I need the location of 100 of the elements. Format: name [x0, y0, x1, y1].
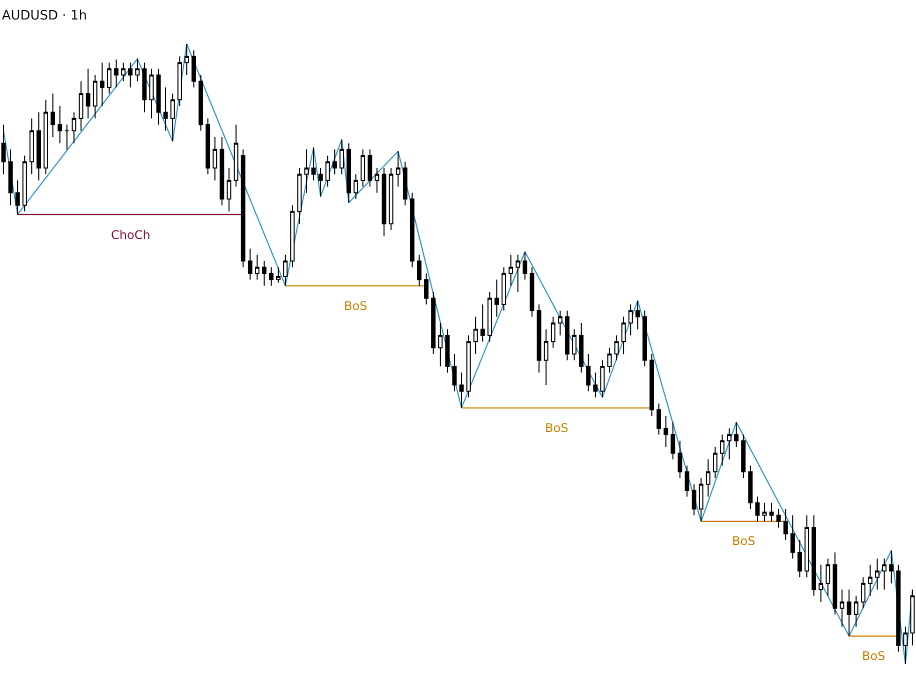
candlestick: [473, 316, 478, 354]
candlestick: [311, 147, 316, 181]
candlestick: [776, 508, 781, 528]
candlestick: [650, 354, 654, 416]
candlestick: [240, 148, 246, 268]
candlestick: [544, 328, 548, 386]
candlestick: [692, 484, 696, 516]
candlestick: [212, 136, 218, 181]
candlestick: [192, 50, 196, 88]
candlestick: [840, 589, 844, 628]
candlestick: [614, 334, 619, 361]
candlestick: [798, 540, 802, 578]
candlestick: [762, 502, 767, 522]
candlestick: [149, 68, 154, 119]
candlestick: [29, 118, 34, 175]
candlestick: [558, 310, 562, 336]
candlestick: [325, 155, 330, 188]
candlestick: [790, 514, 795, 560]
candlestick: [92, 74, 98, 119]
candlestick: [572, 328, 576, 361]
candlestick: [466, 334, 471, 398]
candlestick: [234, 124, 238, 188]
series-label: BoS: [545, 421, 568, 435]
candlestick: [712, 446, 718, 478]
candlestick: [875, 558, 880, 590]
candlestick: [374, 168, 380, 194]
candlestick: [586, 354, 591, 392]
candlestick: [44, 99, 48, 175]
candlestick: [58, 106, 62, 144]
candlestick: [106, 62, 112, 94]
candlestick: [431, 292, 436, 354]
candlestick: [684, 465, 690, 498]
candlestick: [494, 279, 499, 318]
candlestick: [248, 248, 252, 280]
candlestick: [741, 434, 746, 478]
candlestick: [78, 80, 84, 132]
candlestick: [354, 174, 358, 200]
candlestick: [318, 168, 323, 198]
candlestick: [522, 251, 528, 280]
candlestick: [198, 74, 204, 132]
candlestick: [635, 300, 640, 330]
candlestick: [664, 416, 668, 448]
candlestick: [536, 304, 542, 374]
candlestick: [382, 168, 386, 237]
candlestick: [593, 372, 598, 398]
series-label: BoS: [862, 649, 886, 663]
candlestick: [100, 62, 104, 106]
candlestick: [254, 254, 260, 280]
candlestick: [579, 322, 584, 374]
candlestick: [656, 403, 662, 436]
candlestick: [564, 310, 570, 361]
candlestick: [64, 124, 70, 150]
candlestick: [804, 514, 810, 578]
candlestick: [340, 138, 344, 175]
candlestick: [417, 254, 422, 286]
candlestick: [818, 564, 824, 602]
candlestick: [734, 422, 739, 448]
candlestick: [812, 514, 816, 596]
candlestick: [360, 148, 366, 188]
candlestick: [297, 168, 302, 224]
candlestick: [445, 328, 450, 374]
candlestick: [438, 322, 443, 367]
candlestick: [86, 68, 90, 119]
candlestick: [748, 465, 753, 510]
candlestick: [170, 93, 175, 142]
candlestick: [508, 254, 514, 286]
candlestick: [502, 266, 506, 312]
candlestick: [114, 59, 118, 88]
candlestick: [550, 316, 556, 348]
candlestick: [678, 440, 682, 478]
candlestick: [269, 266, 274, 286]
candlestick: [226, 168, 232, 212]
candlestick: [896, 564, 901, 652]
candlestick: [826, 558, 830, 596]
candlestick: [720, 434, 724, 466]
candlestick: [832, 552, 838, 615]
candlestick: [530, 266, 534, 318]
candlestick: [882, 558, 887, 590]
candlestick: [452, 354, 457, 392]
candlestick: [177, 56, 182, 106]
candlestick: [410, 192, 414, 268]
series-label: BoS: [344, 299, 368, 313]
candlestick: [163, 86, 168, 132]
candlestick: [50, 93, 56, 138]
candlestick: [220, 136, 224, 206]
candlestick: [402, 161, 408, 206]
candlestick: [860, 576, 866, 609]
candlestick: [346, 142, 352, 204]
candlestick: [128, 62, 133, 88]
candlestick: [332, 148, 337, 175]
candlestick: [142, 62, 147, 113]
candlestick: [670, 422, 676, 460]
candlestick: [706, 458, 710, 498]
candlestick: [368, 148, 372, 188]
candlestick: [424, 272, 429, 305]
candlestick: [396, 150, 400, 188]
candlestick: [769, 502, 774, 522]
candlestick: [15, 180, 20, 215]
candlestick: [642, 310, 647, 367]
candlestick: [903, 626, 908, 664]
